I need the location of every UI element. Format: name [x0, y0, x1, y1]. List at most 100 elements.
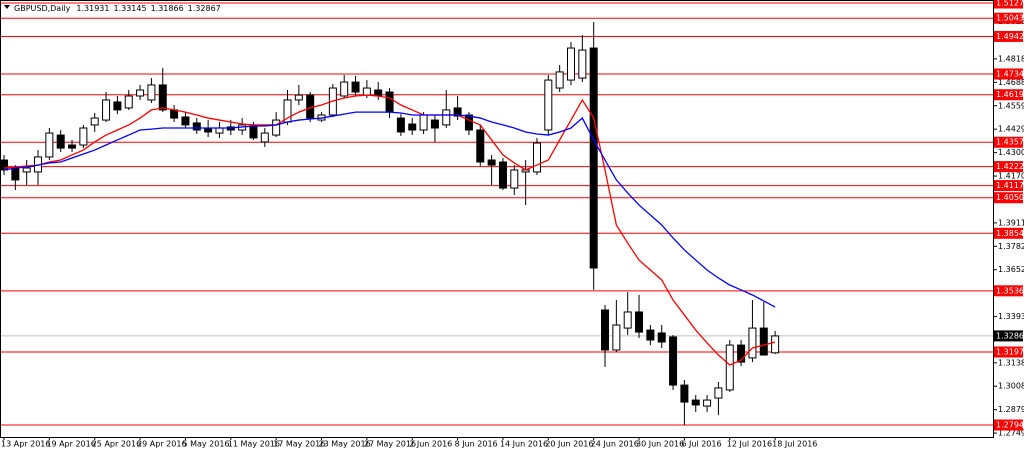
- candle-body: [578, 49, 587, 79]
- candle-body: [487, 159, 496, 166]
- candle-body: [725, 344, 734, 391]
- x-tick-label: 5 May 2016: [182, 440, 229, 449]
- y-tick-label: 1.27495: [998, 429, 1024, 438]
- candle-body: [589, 47, 598, 269]
- y-tick-label: 1.41705: [998, 172, 1024, 181]
- level-label: 1.35360: [996, 286, 1024, 295]
- level-label: 1.38540: [996, 229, 1024, 238]
- candle-body: [158, 84, 167, 111]
- level-label-box: [994, 285, 1023, 297]
- candle-body: [272, 119, 281, 136]
- candle-body: [340, 81, 349, 97]
- candle-body: [669, 336, 678, 386]
- candle-body: [362, 87, 371, 96]
- candle-body: [170, 109, 179, 119]
- candle-body: [68, 144, 77, 149]
- current-price-label: 1.32867: [996, 331, 1024, 340]
- candle-body: [181, 116, 190, 126]
- candle-body: [306, 94, 315, 119]
- candle-body: [612, 324, 621, 351]
- y-tick-label: 1.33935: [998, 312, 1024, 321]
- candle-body: [215, 127, 224, 134]
- level-label-box: [994, 180, 1023, 192]
- candle-body: [771, 335, 780, 354]
- candle-body: [79, 127, 88, 146]
- level-label-box: [994, 30, 1023, 42]
- candle-body: [294, 94, 303, 101]
- x-tick-label: 24 Jun 2016: [591, 440, 639, 449]
- candle-body: [90, 117, 99, 126]
- x-tick-label: 13 Apr 2016: [1, 440, 50, 449]
- candle-body: [748, 327, 757, 359]
- y-tick-label: 1.45590: [998, 101, 1024, 110]
- candle-body: [351, 81, 360, 93]
- level-label-box: [994, 0, 1023, 9]
- candle-body: [0, 159, 8, 171]
- x-tick-label: 17 May 2016: [273, 440, 325, 449]
- candle-body: [430, 119, 439, 129]
- y-tick-label: 1.43000: [998, 148, 1024, 157]
- candle-body: [192, 122, 201, 131]
- y-tick-label: 1.31380: [998, 358, 1024, 367]
- x-tick-label: 2 Jun 2016: [409, 440, 452, 449]
- plot-area: [0, 2, 993, 426]
- candle-body: [703, 399, 712, 407]
- candle-body: [419, 114, 428, 131]
- x-tick-label: 25 Apr 2016: [92, 440, 141, 449]
- candle-body: [464, 114, 473, 131]
- y-tick-label: 1.28790: [998, 405, 1024, 414]
- x-tick-label: 18 Jul 2016: [772, 440, 817, 449]
- quote-high: 1.33145: [113, 4, 146, 13]
- candle-body: [442, 109, 451, 126]
- symbol-title: GBPUSD,Daily: [14, 4, 71, 13]
- candle-body: [22, 167, 31, 173]
- level-label-box: [994, 68, 1023, 80]
- level-label: 1.46199: [996, 90, 1024, 99]
- level-label-box: [994, 192, 1023, 204]
- x-tick-label: 14 Jun 2016: [500, 440, 548, 449]
- candle-body: [691, 399, 700, 406]
- quote-low: 1.31866: [151, 4, 184, 13]
- level-label: 1.50430: [996, 14, 1024, 23]
- x-tick-label: 12 Jul 2016: [727, 440, 772, 449]
- candle-body: [544, 79, 553, 131]
- level-label: 1.41177: [996, 181, 1024, 190]
- level-label-box: [994, 136, 1023, 148]
- candle-body: [623, 311, 632, 329]
- quote-close: 1.32867: [188, 4, 221, 13]
- current-price-box: [994, 330, 1023, 342]
- candle-body: [680, 384, 689, 403]
- moving-average-line: [3, 111, 776, 308]
- candle-body: [646, 329, 655, 341]
- x-tick-label: 6 Jul 2016: [681, 440, 721, 449]
- level-label-box: [994, 346, 1023, 358]
- level-label: 1.42227: [996, 162, 1024, 171]
- candle-body: [532, 142, 541, 173]
- x-tick-label: 8 Jun 2016: [455, 440, 498, 449]
- candle-body: [147, 84, 156, 101]
- chart-title: GBPUSD,Daily 1.31931 1.33145 1.31866 1.32867: [14, 4, 221, 13]
- candle-body: [385, 91, 394, 113]
- x-tick-label: 20 Jun 2016: [545, 440, 593, 449]
- y-tick-label: 1.30085: [998, 382, 1024, 391]
- candle-body: [657, 332, 666, 343]
- level-label-box: [994, 419, 1023, 431]
- x-tick-label: 11 May 2016: [228, 440, 280, 449]
- y-tick-label: 1.37820: [998, 242, 1024, 251]
- quote-open: 1.31931: [76, 4, 109, 13]
- menu-arrow[interactable]: [4, 5, 10, 9]
- candle-body: [510, 169, 519, 189]
- y-tick-label: 1.46885: [998, 78, 1024, 87]
- x-tick-label: 19 Apr 2016: [46, 440, 95, 449]
- candle-body: [260, 132, 269, 143]
- x-tick-label: 23 May 2016: [319, 440, 371, 449]
- y-tick-label: 1.44295: [998, 125, 1024, 134]
- candle-body: [45, 132, 54, 158]
- candle-body: [635, 311, 644, 333]
- x-tick-label: 29 Apr 2016: [137, 440, 186, 449]
- level-label: 1.47346: [996, 69, 1024, 78]
- candle-body: [714, 387, 723, 399]
- candle-body: [124, 95, 133, 109]
